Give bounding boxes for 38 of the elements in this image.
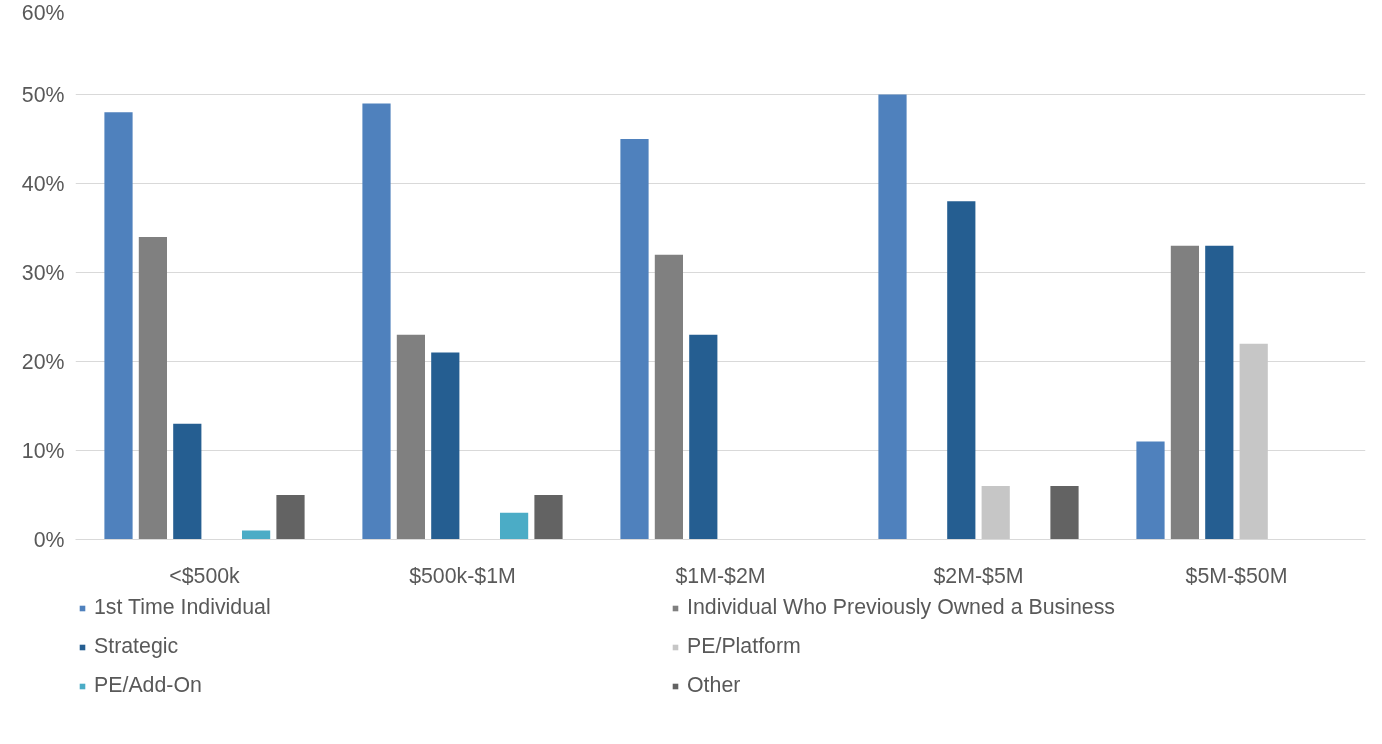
bar <box>1239 343 1268 540</box>
legend-label: Strategic <box>94 634 180 659</box>
x-tick-label: $5M-$50M <box>1185 563 1288 588</box>
bar <box>431 352 460 540</box>
y-tick-label: 0% <box>33 527 65 552</box>
bar <box>947 201 976 540</box>
bar <box>396 334 425 540</box>
bar <box>981 486 1010 540</box>
x-tick-label: $2M-$5M <box>933 563 1024 588</box>
bar <box>500 512 529 540</box>
x-tick-label: $500k-$1M <box>409 563 516 588</box>
bar <box>689 334 718 540</box>
bar <box>1205 245 1234 540</box>
bar <box>534 495 563 540</box>
legend-label: 1st Time Individual <box>94 595 272 620</box>
y-tick-label: 10% <box>21 438 65 463</box>
bar <box>1170 245 1199 540</box>
legend-label: PE/Add-On <box>94 673 203 698</box>
bar <box>1136 441 1165 540</box>
bar <box>654 254 683 540</box>
bar <box>620 139 649 540</box>
bar <box>104 112 133 540</box>
bar <box>878 94 907 540</box>
y-tick-label: 30% <box>21 260 65 285</box>
bar <box>1050 486 1079 540</box>
legend-label: PE/Platform <box>687 634 802 659</box>
y-tick-label: 40% <box>21 171 65 196</box>
y-tick-label: 60% <box>21 0 65 25</box>
x-tick-label: <$500k <box>169 563 241 588</box>
bar <box>276 495 305 540</box>
bar <box>173 423 202 540</box>
legend-label: Individual Who Previously Owned a Business <box>687 595 1116 620</box>
legend-label: Other <box>687 673 742 698</box>
bar <box>362 103 391 540</box>
y-tick-label: 50% <box>21 82 65 107</box>
y-tick-label: 20% <box>21 349 65 374</box>
x-tick-label: $1M-$2M <box>675 563 766 588</box>
bar <box>138 236 167 540</box>
